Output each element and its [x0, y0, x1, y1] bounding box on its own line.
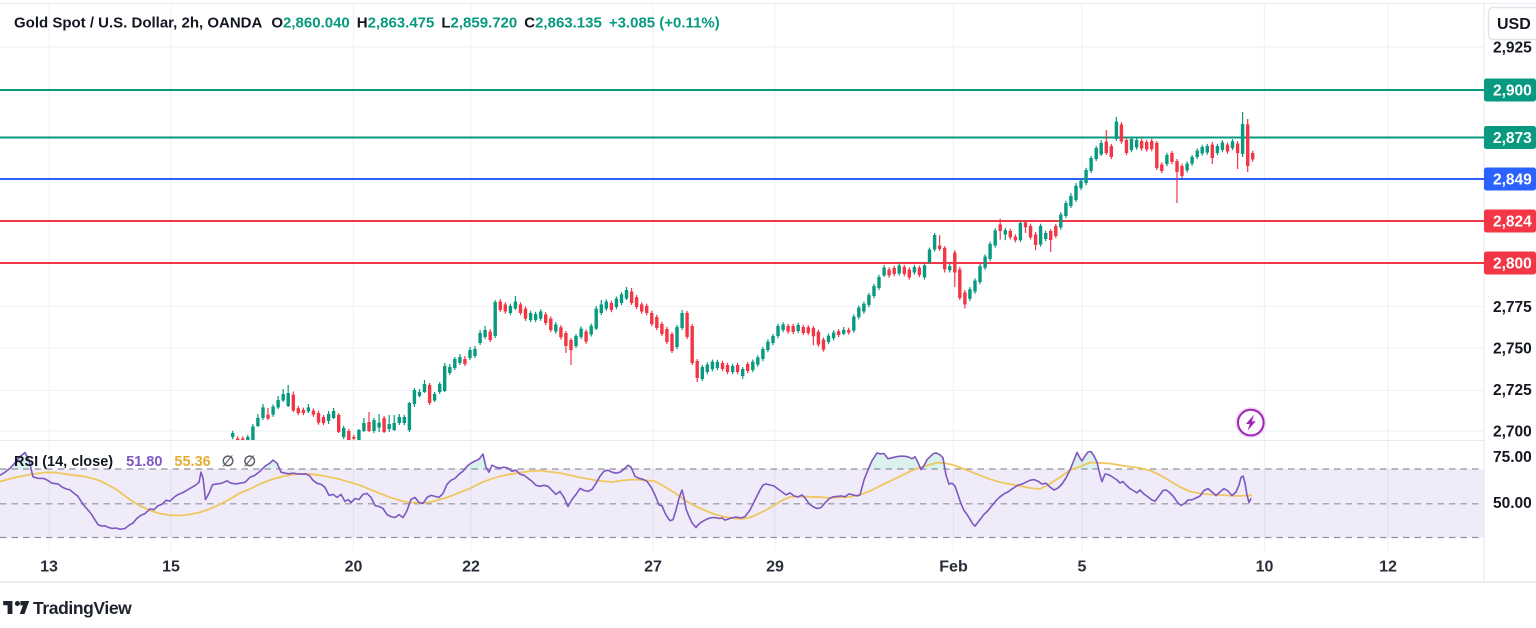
svg-text:13: 13 [40, 559, 58, 576]
svg-text:USD: USD [1497, 16, 1531, 33]
svg-text:Gold Spot / U.S. Dollar, 2h, O: Gold Spot / U.S. Dollar, 2h, OANDA O2,860… [14, 15, 720, 32]
svg-text:2,925: 2,925 [1493, 40, 1532, 57]
svg-text:2,700: 2,700 [1493, 424, 1532, 441]
svg-text:5: 5 [1078, 559, 1087, 576]
svg-text:2,775: 2,775 [1493, 299, 1532, 316]
svg-text:15: 15 [162, 559, 180, 576]
svg-text:27: 27 [644, 559, 662, 576]
svg-text:29: 29 [766, 559, 784, 576]
svg-text:20: 20 [345, 559, 363, 576]
svg-text:2,725: 2,725 [1493, 382, 1532, 399]
svg-text:Feb: Feb [939, 559, 968, 576]
svg-text:2,750: 2,750 [1493, 340, 1532, 357]
svg-text:2,900: 2,900 [1493, 83, 1532, 100]
svg-text:2,800: 2,800 [1493, 256, 1532, 273]
svg-text:50.00: 50.00 [1493, 495, 1532, 512]
svg-text:22: 22 [462, 559, 480, 576]
svg-text:TradingView: TradingView [33, 598, 132, 618]
svg-text:2,849: 2,849 [1493, 172, 1532, 189]
svg-text:2,824: 2,824 [1493, 214, 1532, 231]
svg-text:2,873: 2,873 [1493, 130, 1532, 147]
svg-text:75.00: 75.00 [1493, 449, 1532, 466]
svg-text:12: 12 [1379, 559, 1397, 576]
svg-text:10: 10 [1256, 559, 1274, 576]
